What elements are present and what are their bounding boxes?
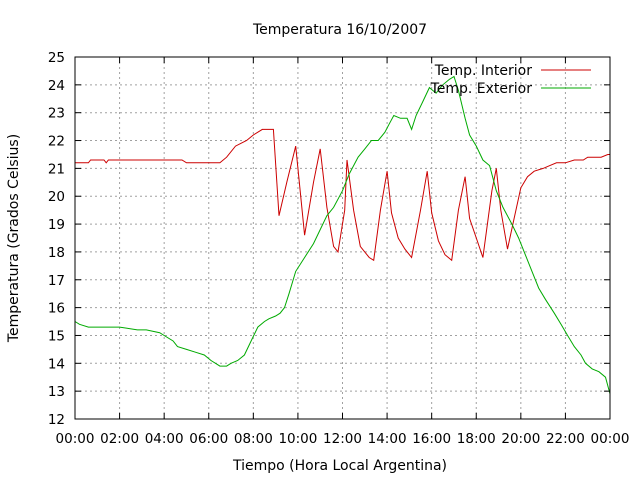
chart-title: Temperatura 16/10/2007 bbox=[252, 22, 427, 38]
legend-label-interior: Temp. Interior bbox=[434, 63, 533, 79]
y-tick-label: 23 bbox=[48, 106, 65, 122]
legend-label-exterior: Temp. Exterior bbox=[430, 81, 533, 97]
y-tick-label: 20 bbox=[48, 189, 65, 205]
y-tick-label: 18 bbox=[48, 245, 65, 261]
series-layer bbox=[74, 75, 611, 395]
x-tick-label: 16:00 bbox=[412, 431, 451, 447]
y-tick-label: 12 bbox=[48, 412, 65, 428]
x-tick-label: 20:00 bbox=[501, 431, 540, 447]
x-tick-label: 00:00 bbox=[591, 431, 630, 447]
x-tick-label: 18:00 bbox=[457, 431, 496, 447]
y-tick-label: 22 bbox=[48, 134, 65, 150]
y-tick-label: 25 bbox=[48, 50, 65, 66]
x-axis-title: Tiempo (Hora Local Argentina) bbox=[232, 458, 447, 474]
x-tick-label: 10:00 bbox=[278, 431, 317, 447]
y-tick-label: 19 bbox=[48, 217, 65, 233]
x-tick-label: 02:00 bbox=[100, 431, 139, 447]
x-tick-label: 08:00 bbox=[234, 431, 273, 447]
x-tick-label: 12:00 bbox=[323, 431, 362, 447]
x-tick-label: 04:00 bbox=[145, 431, 184, 447]
legend: Temp. Interior Temp. Exterior bbox=[430, 63, 591, 97]
y-tick-label: 24 bbox=[48, 78, 65, 94]
y-axis-title: Temperatura (Grados Celsius) bbox=[6, 134, 22, 343]
y-tick-label: 21 bbox=[48, 161, 65, 177]
x-tick-label: 06:00 bbox=[189, 431, 228, 447]
y-tick-label: 15 bbox=[48, 328, 65, 344]
y-tick-label: 16 bbox=[48, 301, 65, 317]
series-line-interior bbox=[75, 128, 610, 262]
y-tick-label: 17 bbox=[48, 273, 65, 289]
y-tick-label: 13 bbox=[48, 384, 65, 400]
series-line-exterior bbox=[74, 75, 611, 395]
grid-lines bbox=[75, 57, 610, 419]
y-axis: 12 13 14 15 16 17 18 19 20 21 22 23 24 25 bbox=[48, 50, 610, 428]
x-tick-label: 14:00 bbox=[368, 431, 407, 447]
y-tick-label: 14 bbox=[48, 356, 65, 372]
x-tick-label: 00:00 bbox=[56, 431, 95, 447]
x-tick-label: 22:00 bbox=[546, 431, 585, 447]
x-axis: 00:00 02:00 04:00 06:00 08:00 10:00 12:00 14:00… bbox=[56, 57, 630, 447]
